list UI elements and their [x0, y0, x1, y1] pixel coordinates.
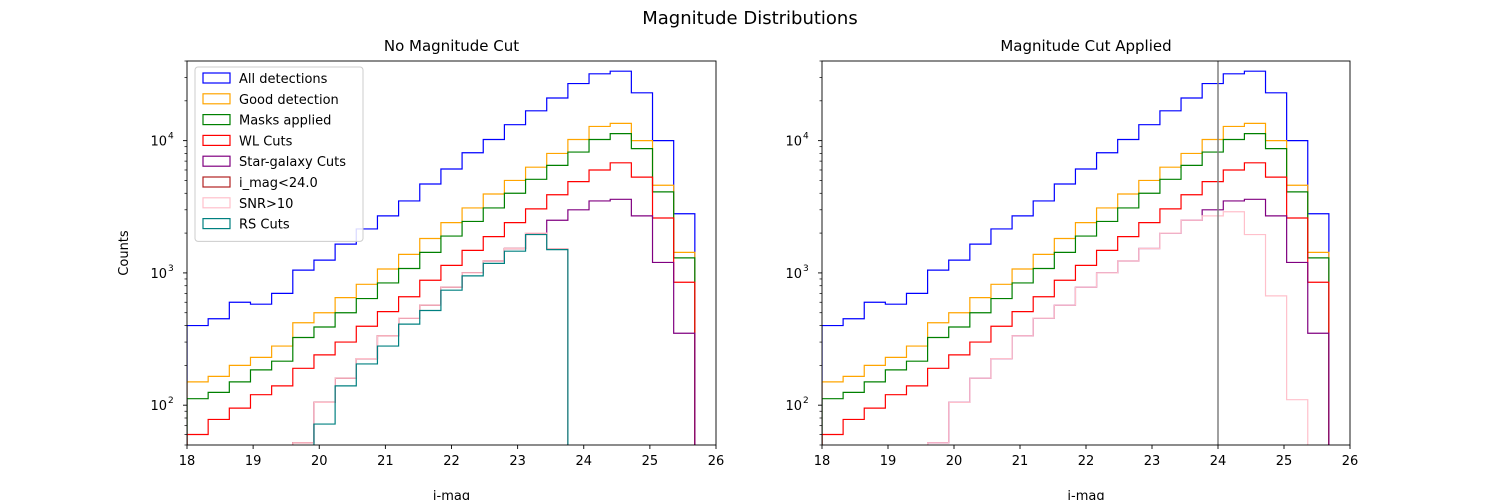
x-tick-label: 20 — [946, 454, 963, 469]
legend-entry: Masks applied — [239, 114, 331, 129]
x-tick-label: 23 — [509, 454, 526, 469]
y-tick-exponent: 2 — [803, 396, 809, 406]
y-tick-label: 10 — [150, 267, 167, 282]
series-line-rs-cuts — [313, 233, 569, 445]
y-tick-label: 10 — [785, 399, 802, 414]
y-axis-label: Counts — [117, 230, 132, 276]
series-line-wl-cuts — [187, 162, 696, 445]
legend-swatch — [202, 134, 231, 146]
y-tick-label: 10 — [785, 135, 802, 150]
legend-entry: SNR>10 — [239, 197, 293, 212]
panel-title: Magnitude Cut Applied — [1000, 37, 1171, 55]
x-tick-label: 19 — [245, 454, 262, 469]
y-tick-exponent: 4 — [803, 132, 809, 142]
legend: All detections Good detection Masks applie… — [194, 66, 364, 242]
legend-entry: Star-galaxy Cuts — [239, 155, 346, 170]
plot-area — [187, 70, 696, 445]
x-tick-label: 23 — [1144, 454, 1161, 469]
series-line-series-2 — [822, 133, 1330, 445]
legend-frame — [194, 66, 364, 242]
plot-area — [822, 70, 1330, 445]
legend-swatch — [202, 113, 231, 126]
figure-title: Magnitude Distributions — [642, 8, 857, 29]
x-tick-label: 26 — [1342, 454, 1359, 469]
x-tick-label: 24 — [575, 454, 592, 469]
x-tick-label: 18 — [814, 454, 831, 469]
legend-swatch — [202, 197, 231, 209]
legend-swatch — [202, 218, 231, 230]
x-tick-label: 25 — [642, 454, 659, 469]
series-line-all-detections — [187, 70, 696, 445]
x-tick-label: 20 — [311, 454, 328, 469]
y-tick-exponent: 2 — [168, 396, 174, 406]
axes-frame — [821, 60, 1351, 446]
legend-entry: RS Cuts — [239, 218, 290, 233]
x-axis-label: i-mag — [433, 489, 470, 500]
y-tick-exponent: 3 — [803, 264, 809, 274]
x-tick-label: 22 — [443, 454, 460, 469]
x-axis-label: i-mag — [1067, 489, 1104, 500]
series-line-series-0 — [822, 70, 1330, 445]
legend-swatch — [202, 176, 231, 188]
series-line-series-3 — [822, 162, 1330, 445]
x-tick-label: 22 — [1078, 454, 1095, 469]
y-tick-label: 10 — [150, 399, 167, 414]
x-tick-label: 26 — [708, 454, 725, 469]
x-tick-label: 19 — [880, 454, 897, 469]
y-tick-exponent: 4 — [168, 132, 174, 142]
legend-swatch — [202, 72, 231, 84]
x-tick-label: 18 — [179, 454, 196, 469]
series-line-good-detection — [187, 122, 696, 445]
series-line-masks-applied — [187, 133, 696, 445]
panel-title: No Magnitude Cut — [384, 37, 519, 55]
legend-entry: i_mag<24.0 — [239, 176, 318, 191]
series-line-series-4 — [927, 198, 1330, 445]
legend-swatch — [202, 93, 231, 105]
x-tick-label: 21 — [377, 454, 394, 469]
legend-entry: WL Cuts — [239, 134, 293, 149]
y-tick-exponent: 3 — [168, 264, 174, 274]
legend-entry: Good detection — [239, 93, 339, 108]
series-line-series-5 — [927, 211, 1309, 445]
series-line-star-galaxy-cuts — [292, 198, 696, 445]
legend-swatch — [202, 155, 231, 167]
x-tick-label: 25 — [1276, 454, 1293, 469]
x-tick-label: 24 — [1210, 454, 1227, 469]
y-tick-label: 10 — [150, 135, 167, 150]
series-line-series-1 — [822, 122, 1330, 445]
legend-entry: All detections — [239, 72, 328, 87]
y-tick-label: 10 — [785, 267, 802, 282]
x-tick-label: 21 — [1012, 454, 1029, 469]
